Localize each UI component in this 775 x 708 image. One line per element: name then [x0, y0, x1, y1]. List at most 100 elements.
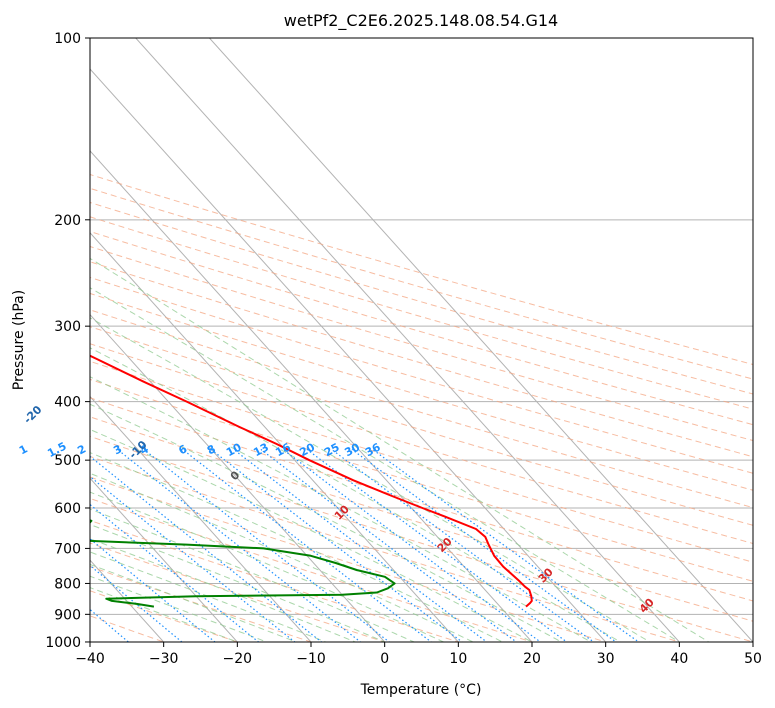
dry-adiabat-label: -20 — [21, 403, 44, 426]
isotherm-line — [90, 68, 607, 642]
mixing-ratio-label: 6 — [176, 442, 189, 457]
mixing-ratio-line — [90, 475, 296, 642]
y-tick-label: 500 — [54, 453, 81, 469]
moist-adiabat — [90, 575, 269, 642]
moist-adiabat — [90, 347, 622, 642]
moist-adiabat — [90, 257, 710, 642]
dry-adiabat — [90, 360, 753, 563]
x-tick-label: 10 — [449, 651, 467, 667]
line-labels: 0.10.20.40.611.52346810131620253036-100-… — [17, 403, 657, 616]
y-tick-label: 700 — [54, 541, 81, 557]
mixing-ratio-label: 36 — [363, 440, 383, 459]
y-tick-label: 400 — [54, 395, 81, 411]
dry-adiabat — [90, 378, 753, 582]
y-tick-label: 900 — [54, 607, 81, 623]
temperature-line — [90, 354, 533, 608]
isotherm-line — [90, 477, 239, 642]
grid-lines — [90, 38, 753, 642]
dry-adiabat — [90, 615, 166, 642]
dry-adiabat — [90, 397, 753, 602]
dry-adiabat — [90, 276, 753, 474]
isotherm-line — [209, 38, 753, 642]
isotherm-line — [90, 313, 386, 642]
isotherm-line — [135, 38, 681, 642]
moist-adiabat — [90, 491, 445, 642]
y-tick-label: 800 — [54, 576, 81, 592]
dry-adiabat — [90, 343, 753, 545]
mixing-ratio-lines — [90, 448, 640, 642]
moist-adiabat — [90, 317, 651, 642]
y-axis-label: Pressure (hPa) — [11, 290, 27, 390]
mixing-ratio-line — [117, 448, 362, 642]
mixing-ratio-label: 30 — [342, 440, 362, 459]
mixing-ratio-label: 20 — [297, 440, 317, 459]
x-tick-label: 40 — [670, 651, 688, 667]
dry-adiabat — [90, 216, 753, 410]
dry-adiabat — [90, 519, 460, 642]
x-tick-label: −40 — [75, 651, 105, 667]
dry-adiabat — [90, 416, 753, 622]
x-tick-label: 20 — [523, 651, 541, 667]
dry-adiabat — [90, 309, 753, 509]
dry-adiabat — [90, 565, 313, 642]
y-tick-label: 300 — [54, 319, 81, 335]
moist-adiabat — [90, 452, 504, 642]
dry-adiabat — [90, 497, 534, 642]
mixing-ratio-line — [182, 448, 433, 642]
dry-adiabat — [90, 230, 753, 426]
mixing-ratio-line — [372, 448, 640, 642]
x-tick-label: 30 — [597, 651, 615, 667]
mixing-ratio-line — [90, 564, 183, 642]
dry-adiabat — [90, 292, 753, 491]
y-tick-label: 1000 — [45, 635, 81, 651]
plot-lines — [90, 38, 753, 642]
sounding-series — [90, 354, 533, 608]
mixing-ratio-label: 1 — [17, 442, 30, 457]
dry-adiabat — [90, 173, 753, 366]
x-tick-label: −20 — [223, 651, 253, 667]
moist-adiabat — [90, 587, 239, 642]
dry-adiabats — [90, 173, 753, 642]
mixing-ratio-label: 3 — [111, 442, 124, 457]
dry-adiabat — [90, 435, 753, 642]
isotherm-line — [90, 150, 533, 642]
moist-adiabat — [90, 376, 592, 642]
mixing-ratio-line — [306, 448, 568, 642]
dewpoint-line — [90, 519, 396, 608]
y-tick-label: 600 — [54, 501, 81, 517]
x-tick-label: 0 — [380, 651, 389, 667]
mixing-ratio-line — [143, 448, 391, 642]
chart-title: wetPf2_C2E6.2025.148.08.54.G14 — [284, 11, 558, 31]
mixing-ratio-line — [331, 448, 595, 642]
dry-adiabat — [90, 326, 753, 526]
moist-adiabat — [90, 428, 534, 642]
y-tick-label: 200 — [54, 213, 81, 229]
dry-adiabat — [90, 261, 753, 458]
dry-adiabat — [90, 187, 753, 380]
x-tick-label: 50 — [744, 651, 762, 667]
moist-adiabat — [90, 287, 681, 642]
x-tick-label: −10 — [296, 651, 326, 667]
dry-adiabat — [90, 590, 239, 642]
isotherm-line — [90, 395, 312, 642]
y-tick-label: 100 — [54, 31, 81, 47]
moist-adiabat — [90, 508, 416, 642]
dry-adiabat — [90, 201, 753, 395]
mixing-ratio-line — [282, 448, 542, 642]
moist-adiabat-label: 0 — [228, 468, 243, 483]
moist-adiabats — [90, 257, 710, 642]
mixing-ratio-label: 13 — [251, 441, 271, 460]
isotherm-line — [90, 231, 460, 642]
dry-adiabat — [90, 455, 682, 642]
mixing-ratio-line — [351, 448, 618, 642]
mixing-ratio-label: 25 — [322, 441, 342, 460]
axis-ticks: −40 −30 −20 −10 0 10 20 30 40 5010020030040050060… — [45, 31, 762, 667]
moist-adiabat — [90, 523, 386, 642]
x-axis-label: Temperature (°C) — [360, 682, 482, 698]
mixing-ratio-line — [90, 455, 323, 642]
mixing-ratio-line — [210, 448, 464, 642]
moist-adiabat — [90, 403, 563, 642]
plot-frame — [89, 37, 754, 643]
mixing-ratio-label: 16 — [273, 440, 293, 459]
